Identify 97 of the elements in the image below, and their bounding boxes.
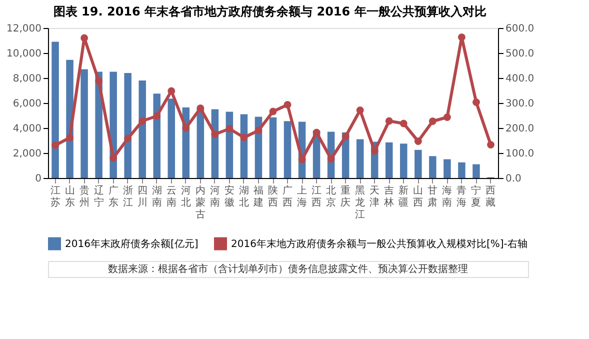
bar (414, 150, 422, 178)
point (269, 108, 277, 116)
y-tick-label: 0 (35, 174, 42, 184)
x-tick-label: 贵州 (79, 184, 90, 208)
x-tick-label: 宁夏 (471, 184, 482, 208)
x-tick-label: 浙江 (122, 184, 133, 208)
bar (138, 80, 146, 178)
y-tick-label: 6,000 (12, 98, 42, 110)
x-tick-label: 重庆 (340, 184, 351, 208)
bar (153, 94, 160, 178)
bar (269, 117, 277, 178)
point (458, 34, 466, 41)
point (95, 77, 103, 85)
bar (284, 121, 292, 178)
x-tick-label: 云南 (166, 186, 176, 208)
point (356, 106, 364, 114)
legend-label: 2016年末地方政府债务余额与一般公共预算收入规模对比[%]-右轴 (231, 238, 528, 250)
bar (168, 98, 176, 178)
y2-tick-label: 200.0 (506, 124, 534, 134)
point (414, 138, 422, 145)
x-tick-label: 黑龙江 (355, 186, 366, 220)
bar (356, 139, 364, 178)
point (298, 156, 306, 164)
x-tick-label: 广东 (108, 184, 118, 208)
bar (429, 156, 436, 178)
point (370, 147, 378, 155)
point (400, 120, 408, 128)
point (211, 130, 219, 138)
y-tick-label: 10,000 (6, 48, 42, 60)
point (312, 128, 320, 136)
y2-tick-label: 300.0 (506, 98, 534, 110)
point (284, 101, 292, 108)
x-tick-label: 四川 (137, 186, 148, 208)
point (342, 132, 350, 140)
x-tick-label: 内蒙古 (195, 184, 206, 220)
bar (458, 162, 466, 178)
point (153, 112, 161, 120)
point (196, 104, 204, 112)
x-tick-label: 山西 (413, 184, 424, 208)
point (110, 154, 118, 162)
bar (400, 144, 408, 178)
point (254, 126, 262, 134)
chart-title: 图表 19. 2016 年末各省市地方政府债务余额与 2016 年一般公共预算收入对比 (53, 4, 486, 18)
x-tick-label: 北京 (326, 184, 336, 208)
x-tick-label: 江苏 (50, 184, 60, 208)
y2-tick-label: 100.0 (506, 148, 534, 160)
x-tick-label: 上海 (297, 184, 308, 208)
x-tick-label: 山东 (64, 184, 75, 208)
point (52, 142, 59, 149)
point (66, 134, 74, 142)
point (472, 98, 480, 106)
point (443, 114, 451, 121)
point (226, 125, 234, 132)
x-tick-label: 福建 (252, 184, 264, 208)
point (168, 87, 176, 95)
x-tick-label: 天津 (370, 186, 380, 208)
x-tick-label: 湖北 (238, 184, 249, 208)
bar (80, 69, 88, 178)
point (487, 141, 494, 148)
bar (124, 73, 132, 178)
bar (386, 142, 393, 178)
point (428, 118, 436, 125)
bar (226, 112, 234, 178)
y2-tick-label: 500.0 (506, 48, 534, 60)
y-tick-label: 2,000 (12, 148, 42, 160)
y-tick-label: 8,000 (12, 74, 42, 84)
y-tick-label: 4,000 (12, 124, 42, 134)
x-tick-label: 辽宁 (94, 184, 104, 208)
point (327, 155, 335, 163)
point (240, 134, 248, 142)
x-tick-label: 海南 (442, 184, 452, 208)
y2-tick-label: 600.0 (506, 24, 534, 34)
y-tick-label: 12,000 (6, 24, 42, 34)
x-tick-label: 甘肃 (428, 184, 438, 208)
x-tick-label: 西藏 (486, 186, 496, 208)
x-tick-label: 湖南 (152, 184, 162, 208)
x-tick-label: 广西 (282, 184, 293, 208)
x-tick-label: 吉林 (383, 184, 394, 208)
x-tick-label: 安徽 (224, 184, 234, 208)
point (124, 134, 132, 142)
y2-tick-label: 400.0 (506, 74, 534, 84)
point (385, 117, 393, 125)
x-tick-label: 江西 (312, 184, 322, 208)
bar (472, 164, 480, 178)
x-tick-label: 陕西 (268, 184, 278, 208)
x-tick-label: 新疆 (398, 184, 409, 208)
y2-tick-label: 0.0 (506, 174, 522, 184)
point (138, 117, 146, 125)
bar (52, 42, 59, 178)
point (182, 124, 190, 132)
bar (444, 159, 451, 178)
x-tick-label: 青海 (456, 184, 467, 208)
legend-label: 2016年末政府债务余额[亿元] (65, 238, 198, 250)
point (80, 34, 88, 42)
source-note: 数据来源：根据各省市（含计划单列市）债务信息披露文件、预决算公开数据整理 (108, 263, 468, 275)
x-tick-label: 河北 (180, 184, 191, 208)
x-tick-label: 河南 (210, 184, 220, 208)
